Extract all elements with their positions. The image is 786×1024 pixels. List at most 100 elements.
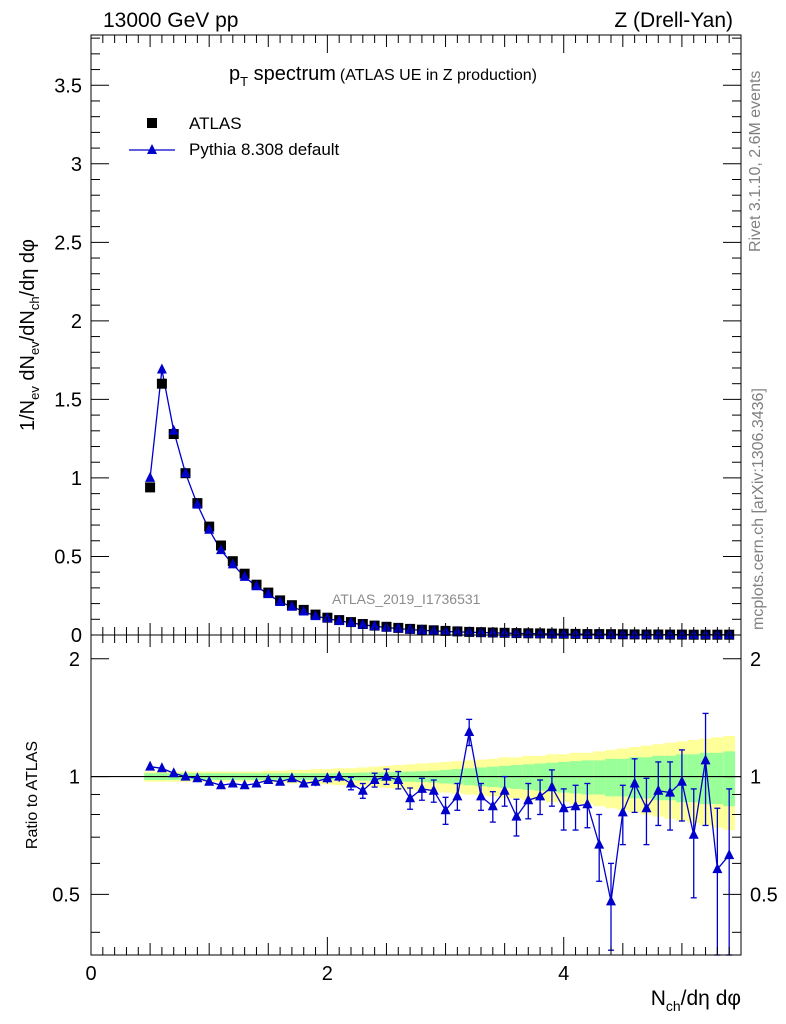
x-axis-label: Nch/dη dφ (651, 987, 741, 1014)
pythia-point (369, 620, 380, 631)
plot-title-paren: (ATLAS UE in Z production) (340, 67, 537, 84)
main-y-tick-label: 3.5 (54, 75, 82, 97)
atlas-point (156, 378, 167, 389)
ratio-y-tick-label: 1 (69, 767, 80, 789)
pythia-ratio-point (712, 863, 723, 874)
pythia-point (180, 467, 191, 478)
ratio-y-tick-label: 2 (69, 649, 80, 671)
main-panel: 0 0.5 1 1.5 2 2.5 3 3.5 pT spectrum (ATLAS UE in… (17, 34, 742, 647)
ratio-y-tick-labels: 0.5 0.5 1 1 2 2 (52, 649, 778, 907)
header-right: Z (Drell-Yan) (614, 9, 733, 32)
pythia-ratio-point (405, 792, 416, 803)
pythia-ratio-point (641, 802, 652, 813)
pythia-point (145, 471, 156, 482)
pythia-point (298, 605, 309, 616)
pythia-ratio-point (322, 772, 333, 783)
pythia-ratio-point (676, 775, 687, 786)
pythia-ratio-point (168, 767, 179, 778)
pythia-ratio-point (582, 798, 593, 809)
pythia-point (227, 558, 238, 569)
x-tick-label: 0 (85, 963, 96, 985)
ratio-band-inner (581, 760, 594, 795)
pythia-ratio-point (180, 770, 191, 781)
legend-atlas-marker (147, 118, 157, 128)
ratio-band-inner (569, 761, 582, 794)
ratio-band-inner (723, 751, 736, 807)
main-y-tick-label: 1 (71, 468, 82, 490)
ratio-marks (145, 712, 735, 956)
pythia-ratio-point (334, 770, 345, 781)
plot-title-rest: spectrum (248, 63, 336, 85)
legend-atlas-label: ATLAS (189, 114, 242, 133)
pythia-ratio-point (428, 784, 439, 795)
pythia-ratio-point (310, 775, 321, 786)
pythia-point (263, 588, 274, 599)
pythia-point (275, 596, 286, 607)
ratio-y-tick-label-right: 1 (750, 767, 761, 789)
pythia-ratio-point (700, 754, 711, 765)
ratio-frame (90, 634, 742, 956)
rivet-label: Rivet 3.1.10, 2.6M events (747, 71, 764, 252)
pythia-ratio-point (606, 895, 616, 906)
pythia-ratio-point (653, 784, 664, 795)
pythia-ratio-point (393, 773, 404, 784)
pythia-point (216, 544, 226, 555)
x-tick-label: 2 (322, 963, 333, 985)
main-y-tick-label: 2 (71, 311, 82, 333)
pythia-ratio-point (570, 800, 581, 811)
pythia-ratio-point (487, 800, 498, 811)
pythia-ratio-point (263, 773, 274, 784)
plot-title-main: p (229, 63, 240, 85)
pythia-ratio-point (227, 777, 238, 788)
main-y-tick-labels: 0 0.5 1 1.5 2 2.5 3 3.5 (54, 75, 82, 647)
pythia-ratio-point (275, 775, 286, 786)
pythia-point (168, 424, 179, 435)
pythia-ratio-point (724, 849, 735, 860)
pythia-ratio-point (665, 786, 676, 797)
pythia-ratio-point (535, 790, 546, 801)
pythia-ratio-point (499, 784, 510, 795)
pythia-ratio-point (416, 782, 427, 793)
pythia-ratio-point (216, 779, 226, 790)
x-tick-label: 4 (558, 963, 569, 985)
ratio-band-inner (711, 752, 724, 805)
pythia-ratio-point (145, 760, 156, 771)
ratio-band-inner (605, 758, 617, 797)
pythia-ratio-point (286, 772, 297, 783)
main-ticks (90, 35, 742, 636)
ratio-y-tick-label-right: 0.5 (750, 884, 778, 906)
ratio-y-tick-label: 0.5 (52, 884, 80, 906)
pythia-point (204, 523, 215, 534)
pythia-point (334, 614, 345, 625)
pythia-ratio-point (546, 781, 557, 792)
pythia-point (310, 610, 321, 621)
pythia-ratio-point (204, 775, 215, 786)
legend-pythia-label: Pythia 8.308 default (189, 140, 340, 159)
ratio-y-tick-label-right: 2 (750, 649, 761, 671)
pythia-point (239, 570, 250, 581)
pythia-ratio-point (629, 777, 640, 788)
legend: ATLAS Pythia 8.308 default (129, 114, 340, 159)
analysis-label: ATLAS_2019_I1736531 (332, 591, 481, 607)
pythia-point (192, 498, 203, 509)
pythia-ratio-point (594, 838, 605, 849)
mcplots-label: mcplots.cern.ch [arXiv:1306.3436] (750, 388, 767, 630)
ratio-band-inner (557, 761, 570, 793)
pythia-point (286, 600, 297, 611)
plot-title: pT spectrum (ATLAS UE in Z production) (229, 63, 537, 89)
pythia-ratio-point (617, 806, 628, 817)
pythia-ratio-point (346, 777, 356, 788)
legend-pythia-marker (147, 144, 157, 154)
pythia-point (156, 363, 167, 374)
ratio-band-inner (593, 760, 606, 795)
main-y-tick-label: 0.5 (54, 546, 82, 568)
ratio-x-tick-labels: 0 2 4 (85, 963, 569, 985)
pythia-ratio-point (452, 790, 463, 801)
pythia-ratio-point (511, 810, 522, 821)
pythia-ratio-point (464, 725, 475, 736)
pythia-ratio-point (251, 777, 262, 788)
pythia-point (357, 618, 368, 629)
pythia-ratio-point (156, 762, 167, 773)
ratio-band-inner (687, 754, 700, 803)
